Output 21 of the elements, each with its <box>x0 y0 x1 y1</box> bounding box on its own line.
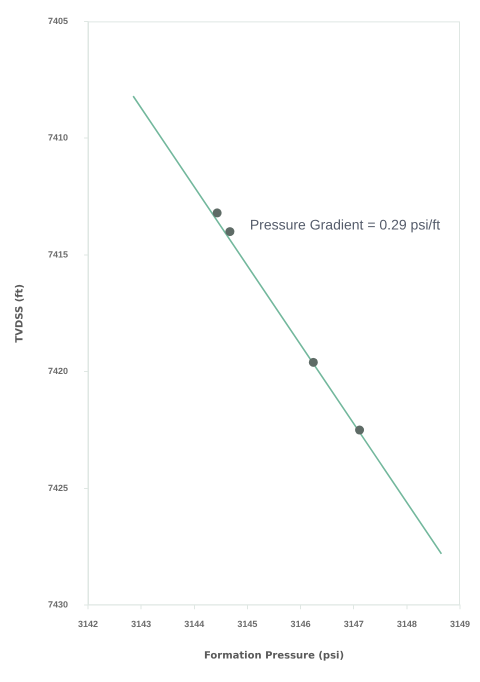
y-tick-label: 7425 <box>48 482 68 493</box>
x-tick-label: 3147 <box>344 619 364 630</box>
y-tick-label: 7410 <box>48 132 68 143</box>
point <box>308 358 318 367</box>
x-tick-label: 3149 <box>450 619 470 630</box>
y-tick-label: 7415 <box>48 249 68 260</box>
y-tick-label: 7405 <box>48 16 68 26</box>
point <box>355 426 364 435</box>
point <box>212 208 222 218</box>
x-tick-label: 3148 <box>396 619 417 630</box>
x-axis-title: Formation Pressure (psi) <box>204 650 344 662</box>
y-axis-title: TVDSS (ft) <box>14 284 26 343</box>
x-tick-label: 3142 <box>78 619 98 630</box>
y-tick-label: 7420 <box>48 366 68 376</box>
annotation: Pressure Gradient = 0.29 psi/ft <box>250 216 440 233</box>
x-tick-label: 3145 <box>237 619 258 630</box>
point <box>225 227 234 236</box>
y-tick-label: 7430 <box>48 600 68 610</box>
x-tick-label: 3144 <box>184 619 204 630</box>
x-tick-label: 3146 <box>290 619 311 630</box>
x-tick-label: 3143 <box>131 619 152 630</box>
